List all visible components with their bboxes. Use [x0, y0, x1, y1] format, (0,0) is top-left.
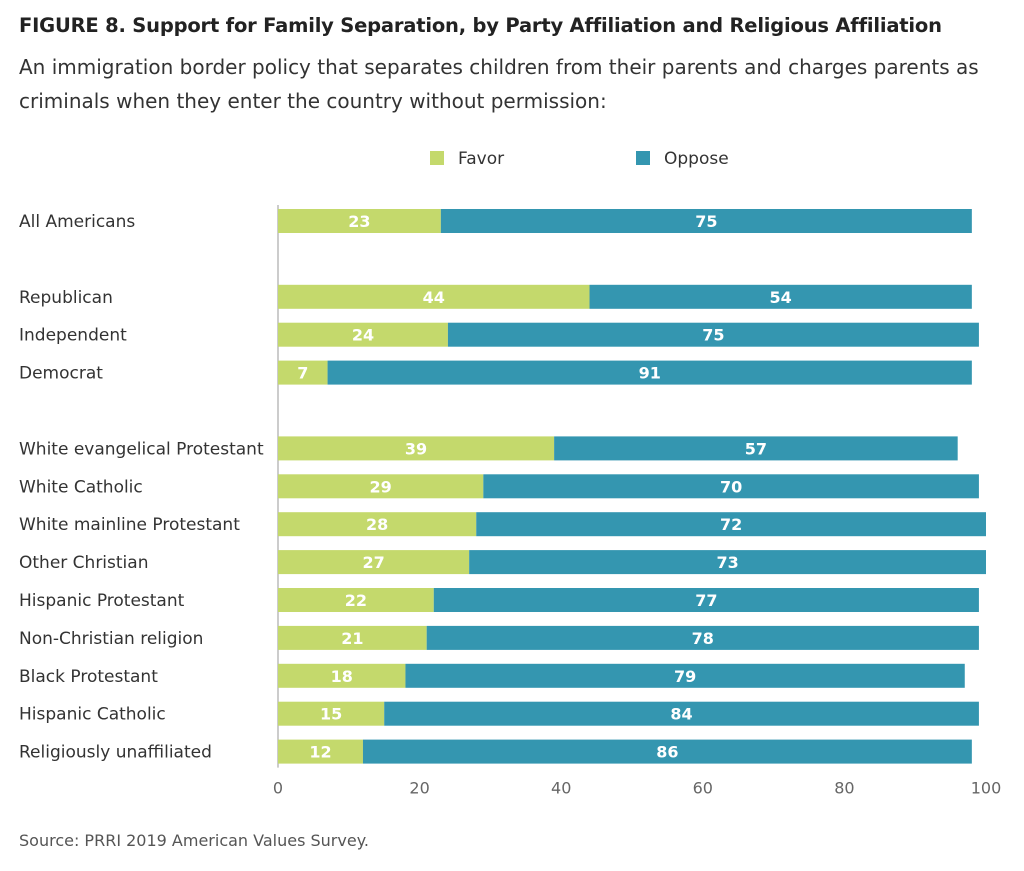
chart-title: FIGURE 8. Support for Family Separation,… [19, 14, 942, 37]
bar-oppose [554, 436, 958, 461]
bar-oppose [426, 625, 979, 650]
bar-favor [278, 550, 470, 575]
data-label-oppose: 54 [770, 288, 792, 307]
data-label-favor: 28 [366, 515, 388, 534]
data-label-favor: 39 [405, 439, 427, 458]
source-note: Source: PRRI 2019 American Values Survey… [19, 831, 369, 850]
category-label: Hispanic Catholic [19, 705, 166, 725]
legend-swatch-oppose [636, 151, 650, 165]
category-label: White evangelical Protestant [19, 439, 264, 459]
bar-favor [278, 474, 484, 499]
category-label: All Americans [19, 212, 135, 232]
category-label: Republican [19, 288, 113, 308]
legend-label-oppose: Oppose [664, 149, 729, 169]
data-label-oppose: 70 [720, 477, 742, 496]
bar-oppose [384, 701, 979, 726]
legend-label-favor: Favor [458, 149, 504, 169]
bar-oppose [440, 209, 972, 233]
bar-oppose [476, 512, 986, 537]
data-label-oppose: 57 [745, 439, 767, 458]
bar-favor [278, 512, 477, 537]
x-tick-label: 20 [409, 779, 429, 798]
bar-favor [278, 284, 590, 309]
bar-oppose [447, 322, 979, 347]
x-tick-label: 60 [693, 779, 713, 798]
category-label: Other Christian [19, 553, 148, 573]
category-label: Hispanic Protestant [19, 591, 185, 611]
data-label-oppose: 73 [716, 553, 738, 572]
x-tick-label: 40 [551, 779, 571, 798]
data-label-favor: 21 [341, 629, 363, 648]
data-label-favor: 27 [362, 553, 384, 572]
bar-oppose [405, 663, 965, 688]
bar-favor [278, 701, 385, 726]
bar-oppose [433, 588, 979, 612]
data-label-oppose: 79 [674, 667, 696, 686]
bar-favor [278, 625, 427, 650]
data-label-oppose: 84 [670, 705, 692, 724]
data-label-favor: 29 [370, 477, 392, 496]
bar-oppose [327, 360, 972, 385]
category-label: Democrat [19, 364, 103, 384]
data-label-oppose: 75 [695, 212, 717, 231]
data-label-oppose: 75 [702, 326, 724, 345]
data-label-favor: 12 [309, 743, 331, 762]
data-label-favor: 44 [423, 288, 445, 307]
bar-favor [278, 209, 441, 233]
data-label-favor: 23 [348, 212, 370, 231]
bar-oppose [589, 284, 972, 309]
data-label-favor: 18 [331, 667, 353, 686]
data-label-favor: 24 [352, 326, 374, 345]
bar-oppose [469, 550, 986, 575]
category-label: Non-Christian religion [19, 629, 203, 649]
data-label-favor: 22 [345, 591, 367, 610]
bar-favor [278, 739, 363, 764]
data-label-oppose: 77 [695, 591, 717, 610]
x-tick-label: 100 [971, 779, 1002, 798]
data-label-oppose: 86 [656, 743, 678, 762]
bar-favor [278, 360, 328, 385]
bar-oppose [362, 739, 972, 764]
category-label: Black Protestant [19, 667, 158, 687]
category-label: White mainline Protestant [19, 515, 240, 535]
data-label-oppose: 78 [692, 629, 714, 648]
x-tick-label: 0 [273, 779, 283, 798]
category-label: Religiously unaffiliated [19, 743, 212, 763]
data-label-oppose: 91 [639, 364, 661, 383]
bar-favor [278, 322, 448, 347]
chart-subtitle: An immigration border policy that separa… [19, 55, 979, 113]
category-label: Independent [19, 326, 127, 346]
data-label-oppose: 72 [720, 515, 742, 534]
bar-favor [278, 436, 555, 461]
bar-favor [278, 663, 406, 688]
bar-oppose [483, 474, 979, 499]
legend-swatch-favor [430, 151, 444, 165]
data-label-favor: 15 [320, 705, 342, 724]
data-label-favor: 7 [297, 364, 308, 383]
bar-favor [278, 588, 434, 612]
x-tick-label: 80 [834, 779, 854, 798]
category-label: White Catholic [19, 477, 143, 497]
